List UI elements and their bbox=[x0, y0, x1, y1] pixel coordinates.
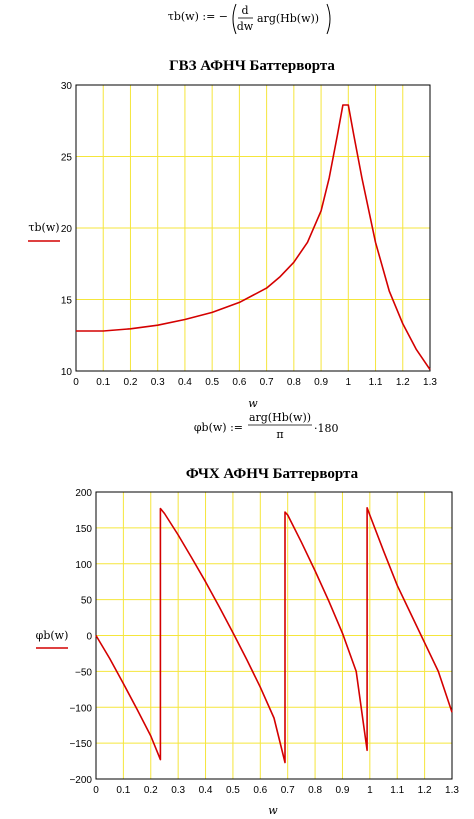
x-tick-label: 0.9 bbox=[336, 785, 350, 796]
chart1-y-label: τb(w) bbox=[28, 221, 59, 234]
tau-formula-num: d bbox=[241, 4, 248, 17]
phase-response-chart: ФЧХ АФНЧ Баттерворта 0 0.1 0.2 0.3 0.4 0.5 0.6… bbox=[36, 466, 460, 817]
y-tick-label: 150 bbox=[75, 524, 92, 535]
chart1-gridlines bbox=[75, 84, 431, 372]
x-tick-label: 0.7 bbox=[260, 377, 274, 388]
plot-frame bbox=[75, 84, 431, 372]
x-tick-label: 0.5 bbox=[226, 785, 240, 796]
x-tick-label: 0.4 bbox=[178, 377, 192, 388]
phi-formula: φb(w) := arg(Hb(w)) π ·180 bbox=[194, 411, 339, 441]
chart2-gridlines bbox=[95, 491, 453, 780]
tau-formula-open-paren bbox=[232, 3, 237, 35]
x-tick-label: 0.4 bbox=[199, 785, 213, 796]
x-tick-label: 0.6 bbox=[232, 377, 246, 388]
chart1-title: ГВЗ АФНЧ Баттерворта bbox=[169, 58, 335, 74]
y-tick-label: 0 bbox=[86, 632, 92, 643]
x-tick-label: 1.3 bbox=[445, 785, 459, 796]
y-tick-label: 10 bbox=[61, 367, 73, 378]
y-tick-label: 20 bbox=[61, 224, 73, 235]
tau-formula: τb(w) := − d dw arg(Hb(w)) bbox=[168, 3, 331, 35]
chart2-y-label: φb(w) bbox=[36, 629, 69, 642]
phi-formula-num: arg(Hb(w)) bbox=[249, 411, 311, 424]
x-tick-label: 0.9 bbox=[314, 377, 328, 388]
series-line bbox=[76, 104, 431, 371]
x-tick-label: 0.1 bbox=[96, 377, 110, 388]
chart2-plot-area bbox=[95, 491, 453, 780]
x-tick-label: 1 bbox=[346, 377, 352, 388]
y-tick-label: 50 bbox=[81, 596, 93, 607]
x-tick-label: 0.2 bbox=[124, 377, 138, 388]
series-line bbox=[95, 506, 453, 764]
x-tick-label: 1.2 bbox=[418, 785, 432, 796]
x-tick-label: 0.3 bbox=[151, 377, 165, 388]
x-tick-label: 1 bbox=[367, 785, 373, 796]
tau-formula-close-paren bbox=[326, 3, 331, 35]
x-tick-label: 0.8 bbox=[287, 377, 301, 388]
y-tick-label: 100 bbox=[75, 560, 92, 571]
tau-formula-rhs: arg(Hb(w)) bbox=[257, 12, 319, 25]
chart2-x-tick-labels: 0 0.1 0.2 0.3 0.4 0.5 0.6 0.7 0.8 0.9 1 1.1 1.2 1.3 bbox=[93, 785, 459, 796]
y-tick-label: 30 bbox=[61, 81, 73, 92]
x-tick-label: 0.2 bbox=[144, 785, 158, 796]
y-tick-label: 25 bbox=[61, 153, 73, 164]
chart1-x-label: w bbox=[248, 397, 258, 410]
x-tick-label: 1.1 bbox=[390, 785, 404, 796]
y-tick-label: 200 bbox=[75, 488, 92, 499]
chart2-x-label: w bbox=[268, 804, 278, 817]
chart2-y-tick-labels: −200 −150 −100 −50 0 50 100 150 200 bbox=[69, 488, 92, 786]
y-tick-label: −100 bbox=[69, 703, 92, 714]
y-tick-label: −50 bbox=[75, 667, 92, 678]
y-tick-label: −150 bbox=[69, 739, 92, 750]
chart1-y-tick-labels: 10 15 20 25 30 bbox=[61, 81, 73, 378]
x-tick-label: 0.7 bbox=[281, 785, 295, 796]
x-tick-label: 0.6 bbox=[253, 785, 267, 796]
x-tick-label: 0.3 bbox=[171, 785, 185, 796]
x-tick-label: 0 bbox=[73, 377, 79, 388]
x-tick-label: 1.2 bbox=[396, 377, 410, 388]
y-tick-label: −200 bbox=[69, 775, 92, 786]
x-tick-label: 0 bbox=[93, 785, 99, 796]
y-tick-label: 15 bbox=[61, 296, 73, 307]
group-delay-chart: ГВЗ АФНЧ Баттерворта 0 0.1 0.2 0.3 0.4 0.5 0.6… bbox=[28, 58, 437, 410]
tau-formula-lhs: τb(w) := − bbox=[168, 10, 228, 23]
x-tick-label: 0.1 bbox=[116, 785, 130, 796]
tau-formula-den: dw bbox=[237, 20, 254, 33]
phi-formula-lhs: φb(w) := bbox=[194, 421, 243, 434]
x-tick-label: 0.5 bbox=[205, 377, 219, 388]
chart2-title: ФЧХ АФНЧ Баттерворта bbox=[186, 466, 359, 482]
chart1-x-tick-labels: 0 0.1 0.2 0.3 0.4 0.5 0.6 0.7 0.8 0.9 1 1.1 1.2 1.3 bbox=[73, 377, 437, 388]
phi-formula-rhs: ·180 bbox=[314, 422, 339, 435]
x-tick-label: 0.8 bbox=[308, 785, 322, 796]
x-tick-label: 1.3 bbox=[423, 377, 437, 388]
x-tick-label: 1.1 bbox=[369, 377, 383, 388]
phi-formula-den: π bbox=[276, 428, 283, 441]
chart1-plot-area bbox=[75, 84, 431, 372]
